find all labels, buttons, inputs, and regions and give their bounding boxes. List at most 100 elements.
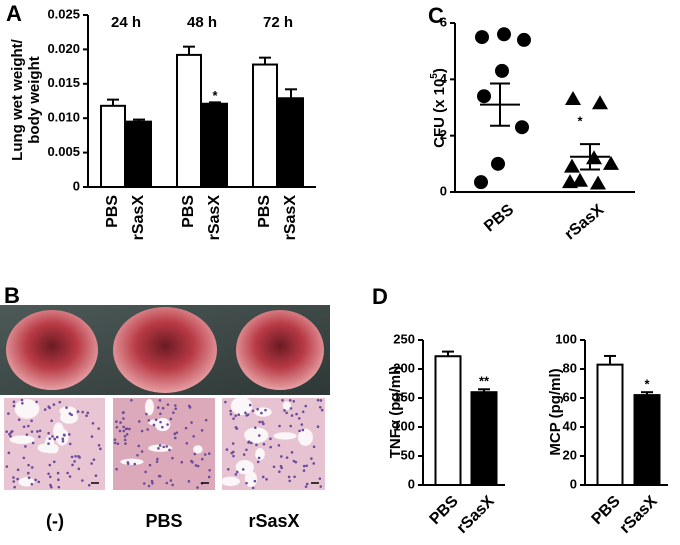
nucleus [38,429,42,433]
nucleus [232,454,235,458]
nucleus [200,457,204,461]
nucleus [97,443,101,447]
x-tick-label: rSasX [130,195,147,241]
x-tick-label: rSasX [282,195,299,241]
point [564,158,580,173]
nucleus [229,412,233,416]
nucleus [7,451,11,455]
annotation: * [577,114,583,129]
nucleus [113,438,117,441]
alveolus [148,419,164,426]
nucleus [51,435,54,438]
panel-letter: B [4,283,20,308]
nucleus [231,442,235,445]
y-tick-label: 0 [570,476,577,491]
nucleus [115,425,119,429]
nucleus [272,465,276,469]
nucleus [12,476,15,479]
nucleus [289,407,293,410]
nucleus [90,435,94,438]
nucleus [226,467,230,471]
nucleus [277,444,281,447]
nucleus [30,466,34,469]
nucleus [187,480,191,483]
nucleus [298,429,301,433]
nucleus [61,437,65,441]
nucleus [172,411,175,414]
point [515,120,529,135]
nucleus [52,460,56,464]
y-tick-label: 0.005 [47,144,80,159]
nucleus [257,456,261,460]
nucleus [279,464,283,468]
bar [202,102,228,188]
panel-letter: A [6,1,22,26]
nucleus [137,444,141,448]
y-tick-label: 250 [393,331,415,346]
nucleus [297,417,301,420]
lung-photo [0,305,330,395]
panel-letter: D [372,284,388,309]
alveolus [298,428,313,446]
alveolus [255,448,265,461]
nucleus [48,463,52,467]
y-tick-label: 150 [393,389,415,404]
nucleus [47,431,50,435]
nucleus [150,479,154,483]
nucleus [16,468,20,472]
nucleus [165,481,169,485]
nucleus [157,447,160,450]
nucleus [292,459,296,463]
nucleus [171,483,174,487]
alveolus [144,398,154,416]
image-label: rSasX [248,511,299,531]
nucleus [166,403,170,406]
nucleus [49,483,52,487]
nucleus [224,400,227,404]
nucleus [31,441,35,445]
nucleus [12,480,16,483]
nucleus [301,428,305,432]
nucleus [262,442,266,446]
nucleus [305,482,309,486]
nucleus [304,485,308,488]
nucleus [94,474,98,478]
nucleus [133,462,137,466]
nucleus [319,485,323,488]
point [603,155,619,170]
nucleus [173,436,177,440]
point [491,156,505,171]
nucleus [37,480,41,484]
nucleus [154,418,158,422]
nucleus [124,427,128,431]
nucleus [49,485,53,489]
point [495,63,509,78]
y-axis-label-part: ) [431,68,448,73]
nucleus [196,486,199,489]
nucleus [159,412,162,416]
nucleus [190,459,193,463]
alveolus [282,401,292,410]
nucleus [58,400,62,404]
nucleus [188,406,192,409]
alveolus [235,459,254,475]
y-tick-label: 20 [563,447,577,462]
y-tick-label: 0.010 [47,110,80,125]
nucleus [269,437,272,441]
nucleus [232,417,235,420]
group-label: 72 h [263,14,293,31]
nucleus [312,462,316,465]
nucleus [16,477,19,481]
y-axis-label: body weight [26,56,43,144]
bar [470,391,498,487]
group-label: 24 h [111,14,141,31]
x-tick-label: PBS [104,195,121,228]
y-tick-label: 0 [408,476,415,491]
nucleus [12,400,16,404]
nucleus [318,477,322,480]
nucleus [30,419,33,423]
bar [176,53,202,188]
nucleus [302,469,306,472]
point [565,91,581,106]
nucleus [73,460,76,463]
